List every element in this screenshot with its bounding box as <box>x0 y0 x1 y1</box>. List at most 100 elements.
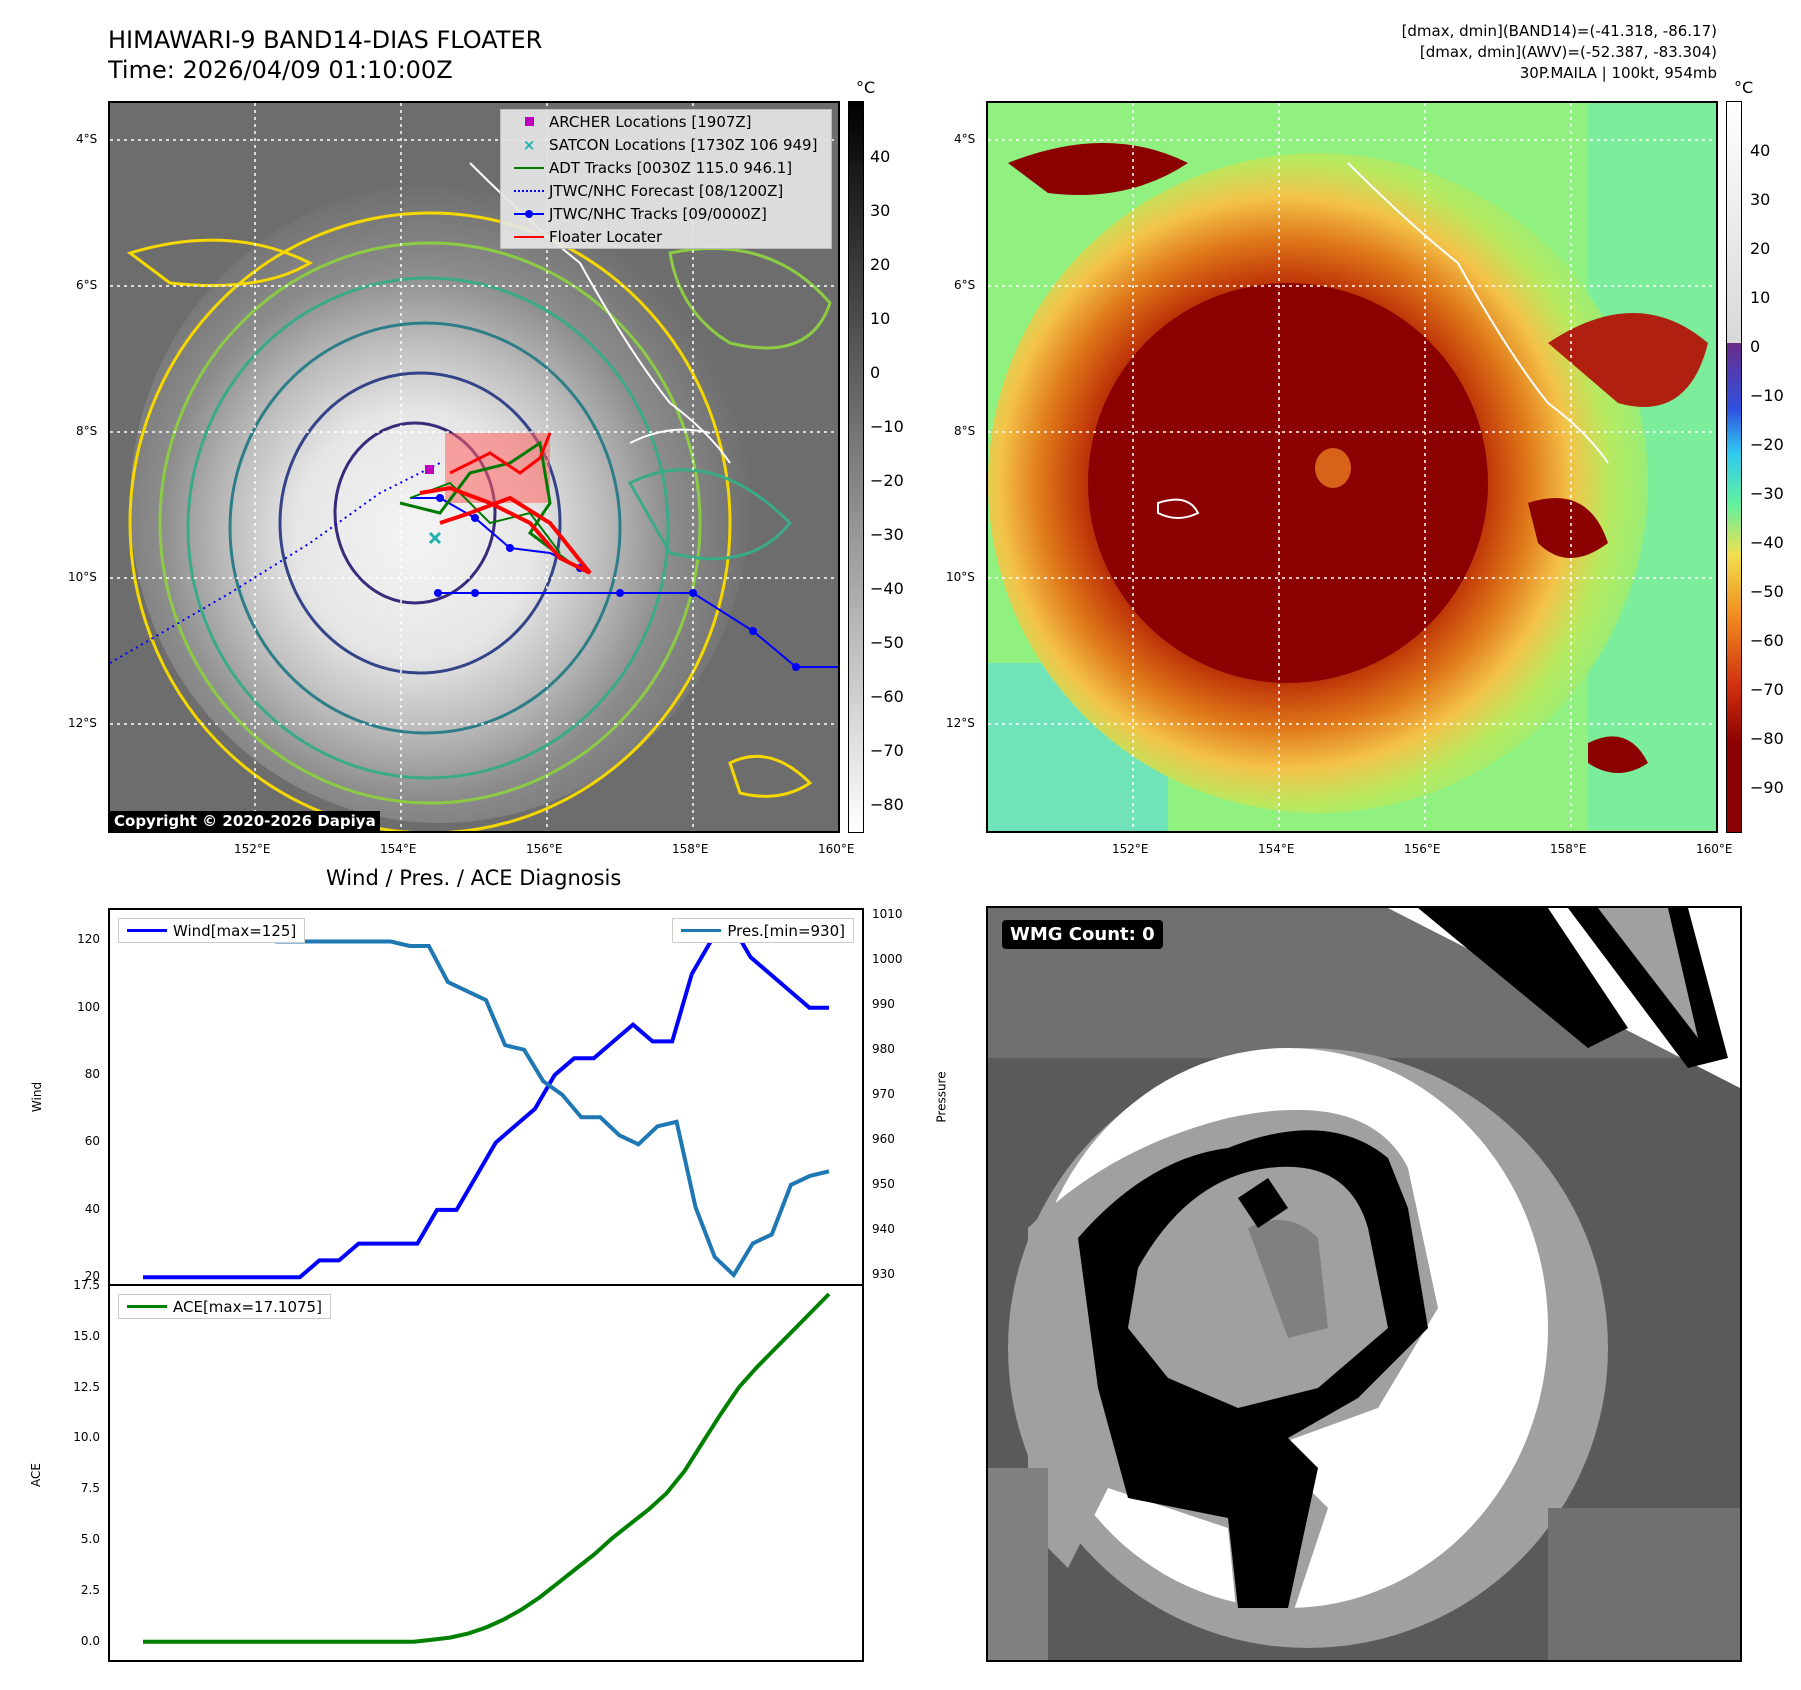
line-marker-icon <box>127 1305 167 1308</box>
wmg-map: WMG Count: 0 <box>986 906 1742 1662</box>
ir-colorbar-tick: −30 <box>870 525 904 544</box>
ir-lon-label: 158°E <box>672 842 709 856</box>
ace-tick-label: 2.5 <box>80 1582 100 1597</box>
ir-lon-label: 156°E <box>526 842 563 856</box>
ace-legend: ACE[max=17.1075] <box>118 1294 331 1319</box>
ir-colorbar-tick: −20 <box>870 471 904 490</box>
ir-lat-label: 12°S <box>68 716 97 730</box>
pressure-tick-label: 940 <box>872 1221 895 1236</box>
line-marker-icon <box>681 929 722 932</box>
enh-colorbar-tick: −60 <box>1750 631 1784 650</box>
enh-colorbar-tick: 40 <box>1750 141 1771 160</box>
diag-title: Wind / Pres. / ACE Diagnosis <box>326 866 622 890</box>
ir-lon-label: 152°E <box>234 842 271 856</box>
line-marker-icon <box>514 235 544 238</box>
storm-info: 30P.MAILA | 100kt, 954mb <box>1519 64 1717 82</box>
ir-colorbar-unit: °C <box>856 78 876 97</box>
ace-tick-label: 0.0 <box>80 1633 100 1648</box>
enh-lon-label: 160°E <box>1696 842 1733 856</box>
enhanced-colorbar <box>1726 101 1742 833</box>
enh-colorbar-tick: −70 <box>1750 680 1784 699</box>
ir-lat-label: 4°S <box>76 132 98 146</box>
enh-colorbar-tick: −10 <box>1750 386 1784 405</box>
ir-colorbar-tick: −40 <box>870 579 904 598</box>
pressure-series-line <box>143 926 830 1279</box>
ir-colorbar <box>848 101 864 833</box>
legend-floater: Floater Locater <box>501 225 831 248</box>
enh-colorbar-unit: °C <box>1734 78 1754 97</box>
ir-colorbar-tick: 10 <box>870 309 891 328</box>
ace-tick-label: 10.0 <box>73 1430 100 1445</box>
line-marker-icon <box>127 929 167 932</box>
ir-colorbar-tick: −60 <box>870 687 904 706</box>
enh-colorbar-tick: −90 <box>1750 778 1784 797</box>
enh-colorbar-tick: −40 <box>1750 533 1784 552</box>
legend-jtwc-forecast: JTWC/NHC Forecast [08/1200Z] <box>501 179 831 202</box>
enh-colorbar-tick: 0 <box>1750 337 1761 356</box>
enh-colorbar-tick: −80 <box>1750 729 1784 748</box>
wind-tick-label: 80 <box>84 1067 100 1082</box>
wind-pressure-plot <box>143 920 830 1280</box>
enh-lon-label: 152°E <box>1112 842 1149 856</box>
stats-band14: [dmax, dmin](BAND14)=(-41.318, -86.17) <box>1401 22 1717 40</box>
enh-lat-label: 8°S <box>954 424 976 438</box>
enhanced-ir-map <box>986 101 1718 833</box>
wind-series-line <box>143 920 829 1280</box>
ir-colorbar-tick: 0 <box>870 363 881 382</box>
wind-tick-label: 20 <box>84 1269 100 1284</box>
legend-satcon: × SATCON Locations [1730Z 106 949] <box>501 133 831 156</box>
wind-legend-label: Wind[max=125] <box>173 921 297 940</box>
ir-colorbar-tick: 20 <box>870 255 891 274</box>
ir-colorbar-tick: −80 <box>870 795 904 814</box>
ir-lat-label: 10°S <box>68 570 97 584</box>
legend-archer: ARCHER Locations [1907Z] <box>501 110 831 133</box>
figure-time: Time: 2026/04/09 01:10:00Z <box>108 56 453 84</box>
pressure-tick-label: 960 <box>872 1131 895 1146</box>
pressure-tick-label: 930 <box>872 1266 895 1281</box>
ir-colorbar-tick: 40 <box>870 147 891 166</box>
ace-tick-label: 15.0 <box>73 1328 100 1343</box>
enh-lat-label: 4°S <box>954 132 976 146</box>
square-marker-icon <box>524 117 534 126</box>
wind-tick-label: 60 <box>84 1134 100 1149</box>
ir-colorbar-tick: −70 <box>870 741 904 760</box>
ace-tick-label: 17.5 <box>73 1278 100 1292</box>
legend-jtwc-tracks-label: JTWC/NHC Tracks [09/0000Z] <box>549 204 767 223</box>
pressure-tick-label: 970 <box>872 1086 895 1101</box>
wmg-image <box>988 908 1740 1660</box>
ir-lat-label: 6°S <box>76 278 98 292</box>
ace-tick-label: 7.5 <box>80 1481 100 1496</box>
pressure-tick-label: 950 <box>872 1176 895 1191</box>
dotted-line-icon <box>514 189 544 192</box>
legend-satcon-label: SATCON Locations [1730Z 106 949] <box>549 135 818 154</box>
pressure-tick-label: 990 <box>872 996 895 1011</box>
wind-legend: Wind[max=125] <box>118 918 306 943</box>
line-marker-icon <box>514 166 544 169</box>
ir-lon-label: 160°E <box>818 842 855 856</box>
legend-jtwc-forecast-label: JTWC/NHC Forecast [08/1200Z] <box>549 181 784 200</box>
stats-awv: [dmax, dmin](AWV)=(-52.387, -83.304) <box>1419 43 1717 61</box>
pressure-legend-label: Pres.[min=930] <box>727 921 845 940</box>
enh-colorbar-tick: −50 <box>1750 582 1784 601</box>
enh-lon-label: 154°E <box>1258 842 1295 856</box>
copyright-label: Copyright © 2020-2026 Dapiya <box>110 811 380 831</box>
figure-title: HIMAWARI-9 BAND14-DIAS FLOATER <box>108 26 543 54</box>
pressure-tick-label: 1000 <box>872 951 903 966</box>
legend-adt: ADT Tracks [0030Z 115.0 946.1] <box>501 156 831 179</box>
ir-colorbar-tick: −50 <box>870 633 904 652</box>
pressure-axis-label: Pressure <box>934 1071 949 1123</box>
enh-colorbar-tick: −30 <box>1750 484 1784 503</box>
enh-colorbar-tick: 10 <box>1750 288 1771 307</box>
wind-tick-label: 120 <box>77 932 100 947</box>
enh-lat-label: 10°S <box>946 570 975 584</box>
ace-tick-label: 12.5 <box>73 1379 100 1394</box>
pressure-tick-label: 980 <box>872 1041 895 1056</box>
enh-lon-label: 156°E <box>1404 842 1441 856</box>
ir-colorbar-tick: 30 <box>870 201 891 220</box>
pressure-legend: Pres.[min=930] <box>672 918 854 943</box>
line-dot-icon <box>514 209 544 218</box>
ace-series-line <box>143 1292 831 1644</box>
ace-legend-label: ACE[max=17.1075] <box>173 1297 322 1316</box>
enh-lon-label: 158°E <box>1550 842 1587 856</box>
ir-map-legend: ARCHER Locations [1907Z] × SATCON Locati… <box>500 109 832 249</box>
